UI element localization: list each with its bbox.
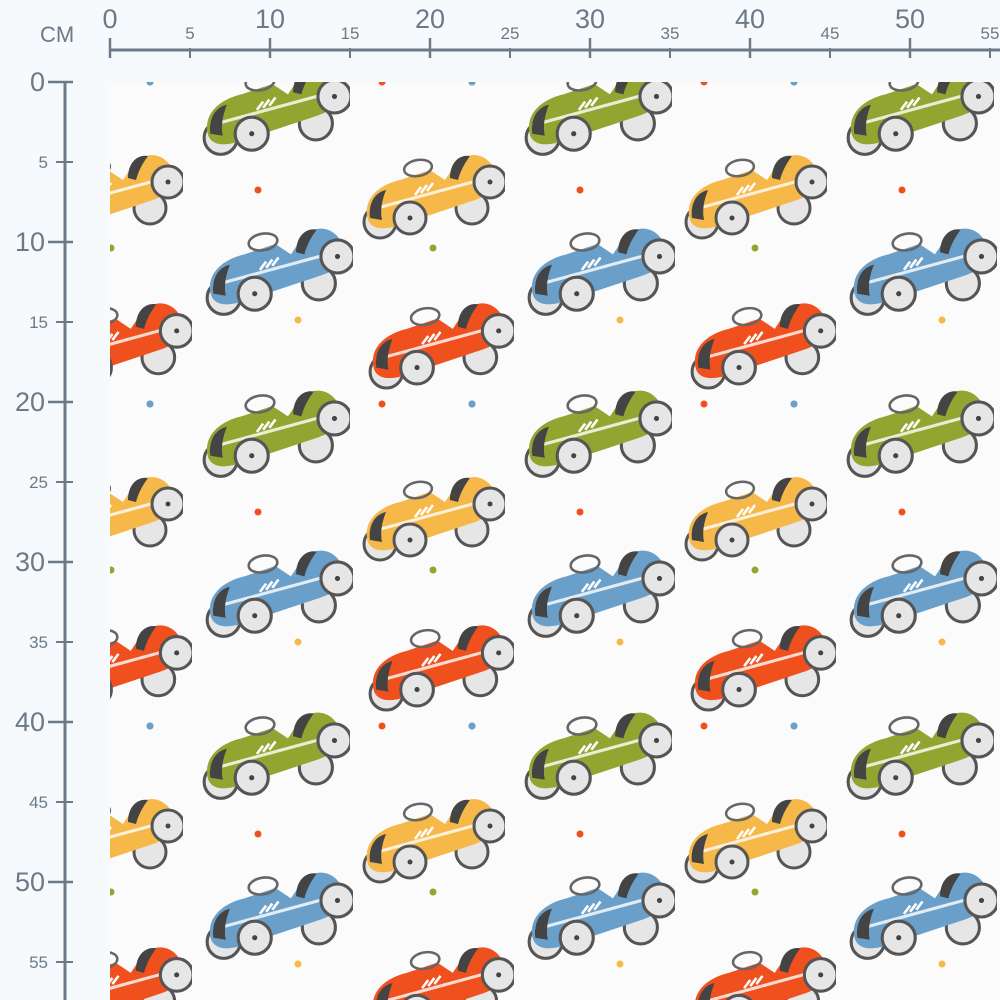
top-minor-label: 15 [341,24,360,43]
top-minor-label: 5 [185,24,194,43]
left-major-label: 20 [15,387,45,417]
top-minor-label: 35 [661,24,680,43]
left-major-label: 40 [15,707,45,737]
left-major-label: 0 [30,67,45,97]
left-major-label: 30 [15,547,45,577]
left-major-label: 10 [15,227,45,257]
left-major-label: 50 [15,867,45,897]
left-minor-label: 35 [29,633,48,652]
top-major-label: 50 [895,4,925,34]
top-major-label: 0 [102,4,117,34]
top-major-label: 10 [255,4,285,34]
car-pattern-fill [110,82,1000,1000]
top-major-label: 20 [415,4,445,34]
left-minor-label: 55 [29,953,48,972]
left-minor-label: 15 [29,313,48,332]
unit-label: CM [40,22,75,47]
top-minor-label: 25 [501,24,520,43]
top-minor-label: 45 [821,24,840,43]
left-minor-label: 5 [39,153,48,172]
left-minor-label: 45 [29,793,48,812]
top-minor-label: 55 [981,24,1000,43]
fabric-preview [110,82,1000,1000]
left-minor-label: 25 [29,473,48,492]
top-major-label: 40 [735,4,765,34]
fabric-pattern [110,82,1000,1000]
top-major-label: 30 [575,4,605,34]
